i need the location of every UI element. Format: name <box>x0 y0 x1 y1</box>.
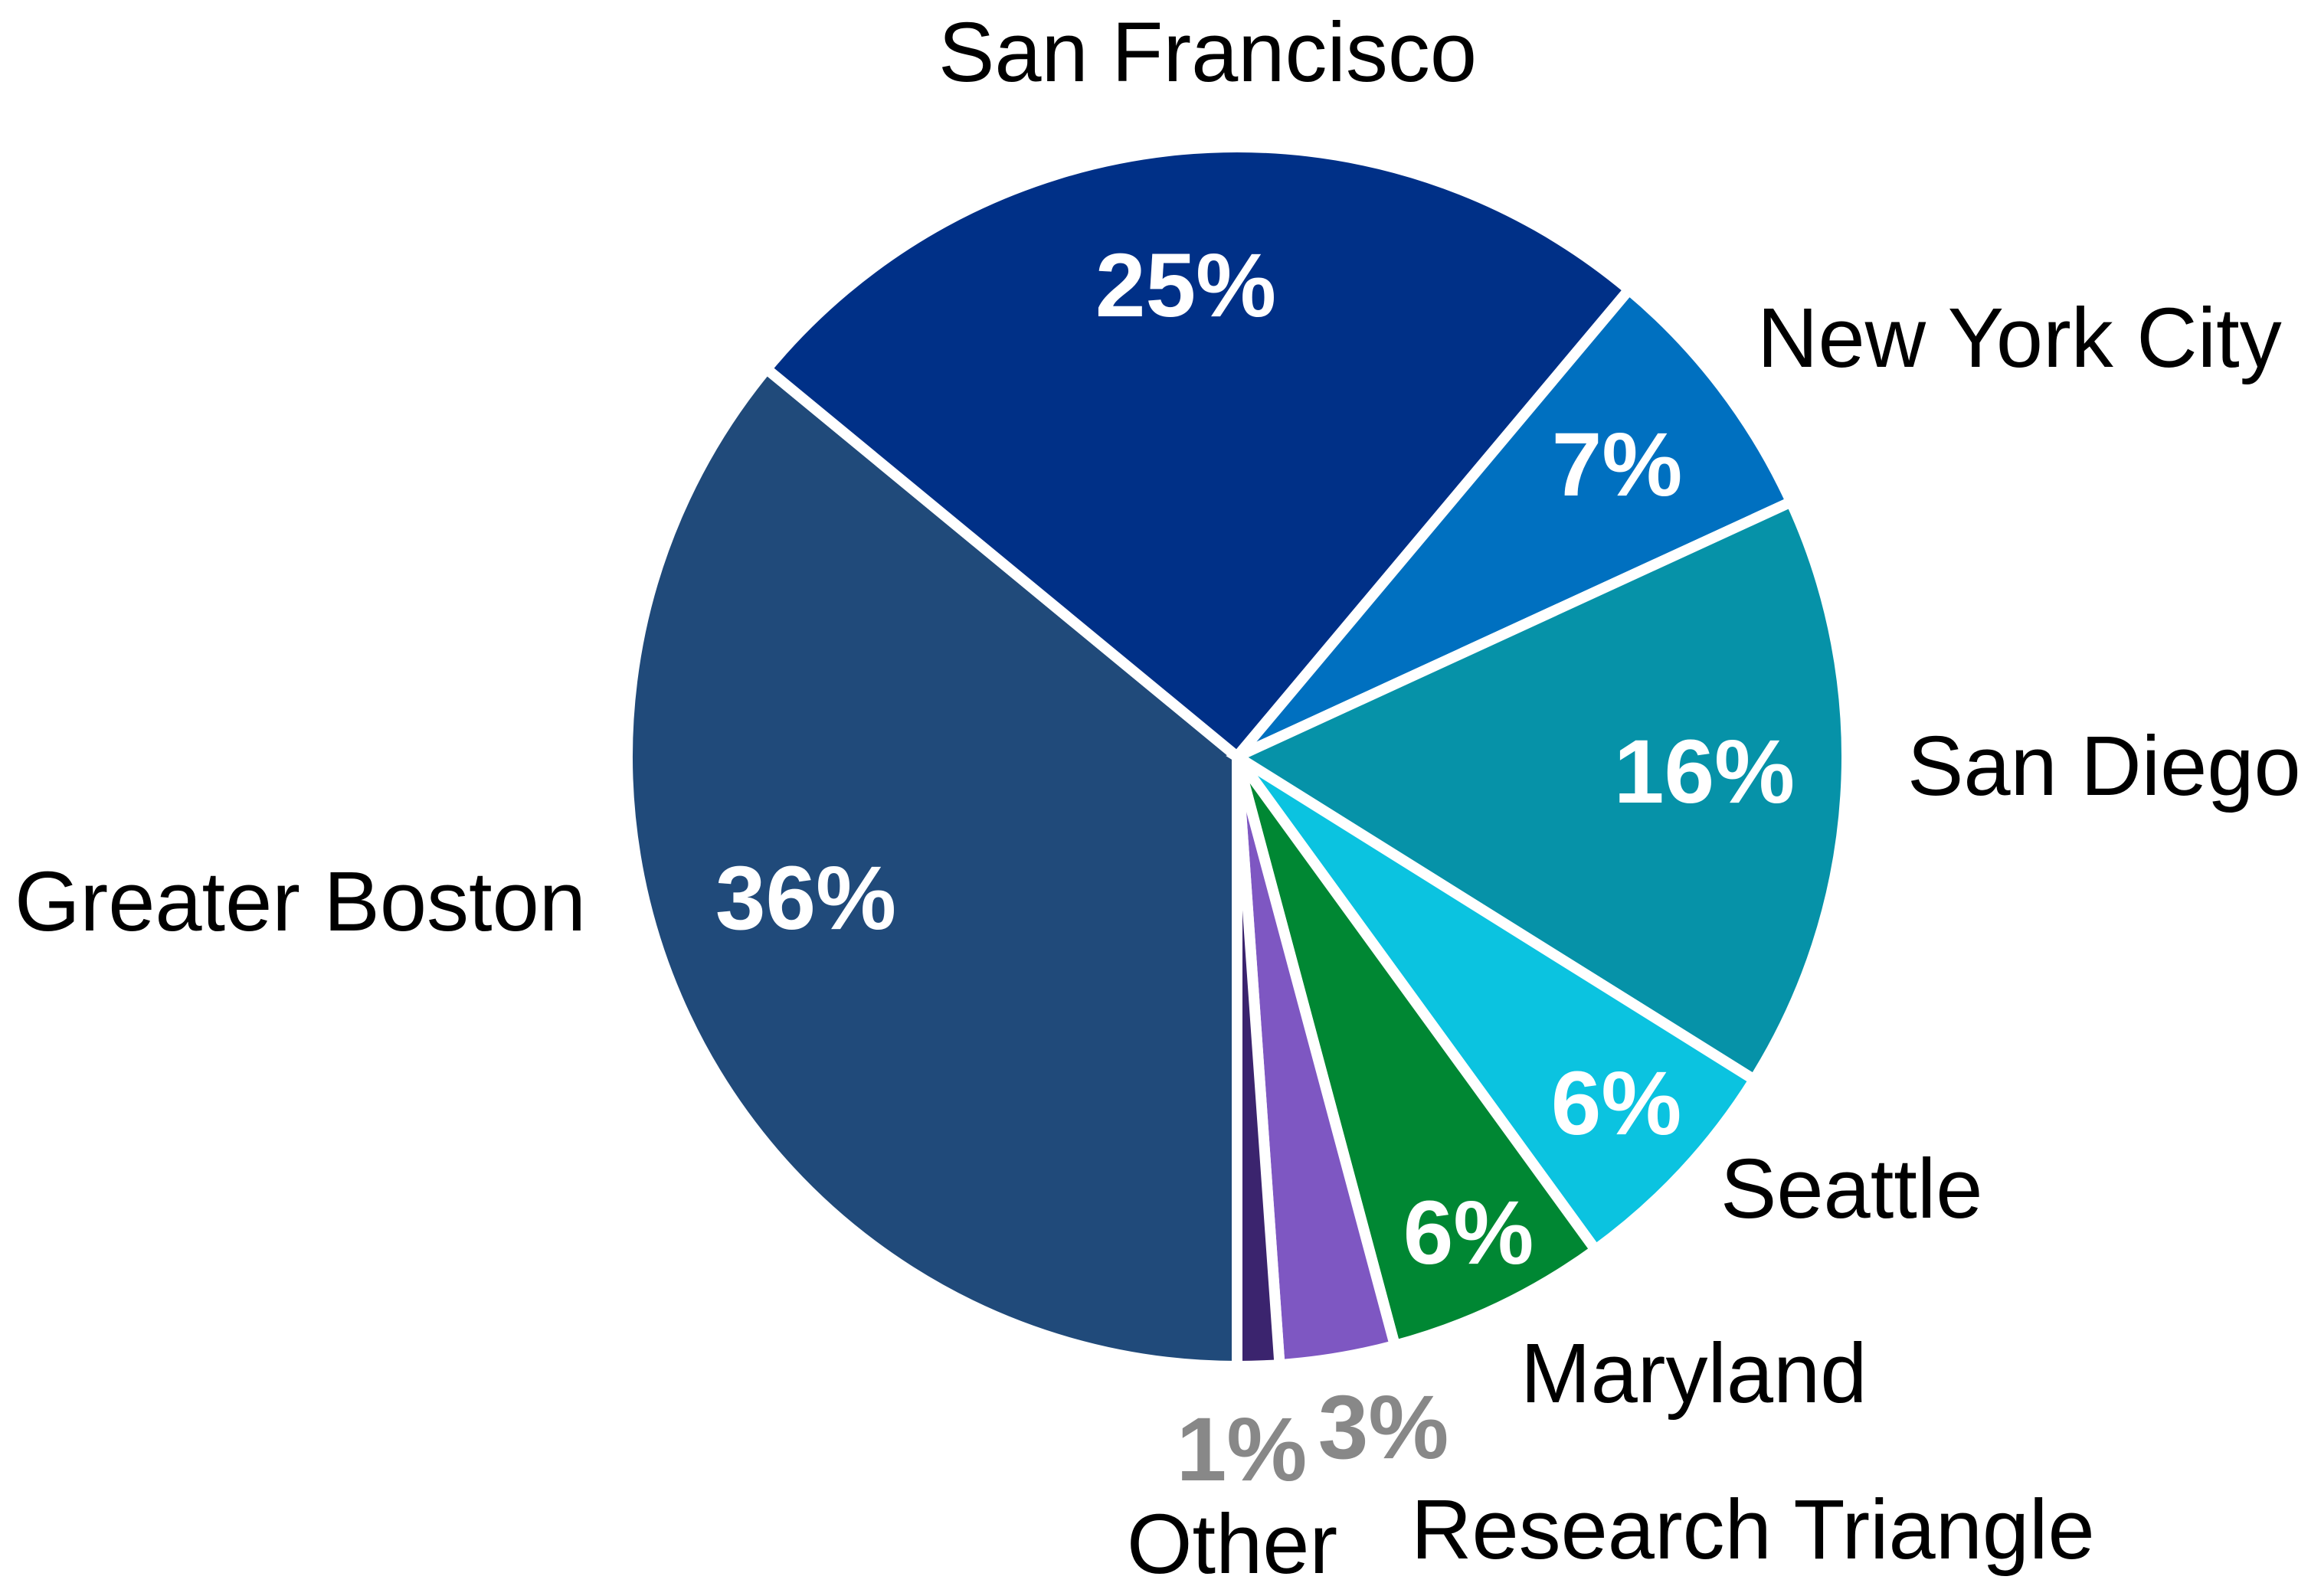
category-label-other: Other <box>1127 1497 1337 1591</box>
percent-label-research-triangle: 3% <box>1318 1377 1449 1478</box>
slice-greater-boston <box>622 361 1242 1372</box>
percent-label-san-francisco: 25% <box>1095 235 1276 336</box>
category-label-maryland: Maryland <box>1521 1326 1867 1421</box>
percent-labels: 36% 25% 7% 16% 6%6% 3%1% <box>715 235 1795 1500</box>
category-label-san-francisco: San Francisco <box>938 5 1477 100</box>
category-label-greater-boston: Greater Boston <box>15 855 586 949</box>
slice-san-diego <box>1226 495 1852 1087</box>
category-label-san-diego: San Diego <box>1907 719 2298 813</box>
percent-label-other: 1% <box>1177 1399 1308 1500</box>
category-labels: Greater Boston San Francisco New York City… <box>15 5 2298 1591</box>
percent-label-greater-boston: 36% <box>715 848 896 949</box>
percent-label-maryland: 6% <box>1403 1182 1534 1284</box>
slice-seattle <box>1232 752 1762 1258</box>
percent-label-new-york-city: 7% <box>1552 414 1683 515</box>
category-label-new-york-city: New York City <box>1757 291 2282 385</box>
slice-maryland <box>1232 753 1603 1352</box>
pie-slices <box>622 142 1852 1372</box>
category-label-seattle: Seattle <box>1720 1142 1982 1236</box>
slice-other <box>1232 756 1286 1372</box>
slice-san-francisco <box>758 142 1637 764</box>
percent-label-san-diego: 16% <box>1614 721 1795 823</box>
category-label-research-triangle: Research Triangle <box>1411 1483 2095 1577</box>
slice-new-york-city <box>1232 282 1799 762</box>
percent-label-seattle: 6% <box>1551 1053 1682 1154</box>
